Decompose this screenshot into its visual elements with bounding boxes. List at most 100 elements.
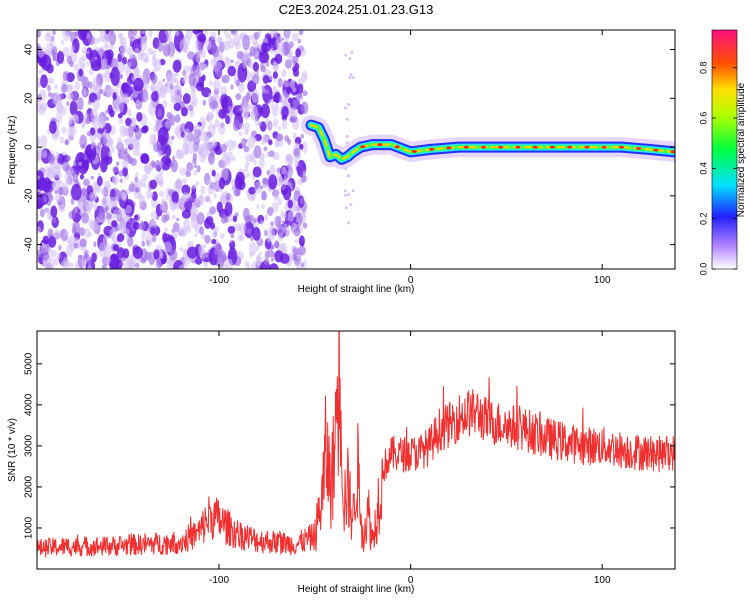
noise-speck (175, 71, 179, 77)
noise-speck (273, 118, 279, 128)
noise-speck (200, 185, 206, 195)
noise-speck (150, 210, 157, 220)
tone-peak (653, 148, 659, 152)
noise-speck (294, 155, 299, 163)
noise-speck (37, 177, 48, 191)
noise-speck (128, 183, 136, 193)
noise-speck (274, 240, 280, 249)
noise-speck (162, 78, 166, 82)
noise-speck (220, 213, 227, 224)
noise-speck (123, 209, 128, 215)
y-tick-label: -20 (24, 188, 35, 203)
noise-speck (244, 129, 249, 136)
noise-speck (233, 32, 241, 46)
noise-speck (181, 106, 188, 117)
noise-speck (225, 258, 233, 269)
noise-speck (289, 51, 293, 60)
tone-peak (549, 145, 555, 149)
noise-speck (49, 37, 54, 47)
noise-speck (199, 226, 205, 235)
noise-speck (300, 212, 306, 221)
noise-speck (199, 48, 207, 59)
noise-speck (141, 240, 145, 247)
noise-speck (218, 177, 226, 190)
noise-speck (111, 196, 118, 208)
noise-speck (112, 244, 120, 252)
noise-speck (83, 160, 89, 171)
noise-speck (183, 128, 191, 142)
noise-speck (236, 50, 244, 60)
noise-speck (67, 92, 74, 101)
noise-speck (155, 160, 161, 171)
noise-speck (270, 47, 274, 54)
noise-speck (209, 206, 216, 215)
noise-speck (256, 255, 260, 262)
noise-speck (62, 46, 70, 57)
noise-speck (122, 148, 128, 155)
noise-speck (216, 201, 223, 213)
spectrogram-content (37, 30, 675, 269)
noise-speck (88, 219, 96, 228)
noise-speck (134, 176, 139, 183)
noise-speck (238, 131, 243, 136)
noise-speck (212, 183, 218, 191)
noise-speck (162, 99, 168, 109)
noise-speck (295, 48, 301, 58)
noise-speck (297, 245, 306, 256)
noise-speck (112, 174, 119, 185)
noise-speck (56, 180, 65, 196)
noise-speck (220, 144, 228, 153)
noise-speck (268, 150, 275, 158)
noise-speck (194, 233, 198, 238)
noise-speck (205, 147, 210, 156)
noise-speck (291, 32, 299, 42)
noise-speck (344, 189, 347, 193)
figure-title: C2E3.2024.251.01.23.G13 (279, 2, 434, 17)
noise-speck (81, 123, 85, 129)
tone-peak (498, 145, 504, 149)
noise-speck (183, 218, 190, 231)
noise-speck (252, 166, 262, 178)
noise-speck (79, 174, 85, 180)
noise-speck (119, 42, 128, 55)
noise-speck (247, 192, 255, 202)
noise-speck (79, 134, 88, 149)
noise-speck (210, 148, 216, 158)
noise-speck (157, 41, 164, 52)
noise-speck (196, 212, 205, 225)
noise-speck (274, 53, 283, 64)
noise-speck (166, 259, 175, 269)
colorbar-tick-label: 0.2 (698, 212, 708, 225)
noise-speck (239, 122, 246, 130)
noise-field (37, 30, 355, 269)
snr-ylabel: SNR (10 * v/v) (7, 418, 18, 482)
noise-speck (69, 125, 77, 136)
noise-speck (149, 191, 154, 199)
noise-speck (202, 99, 207, 106)
noise-speck (192, 152, 197, 161)
noise-speck (230, 59, 234, 63)
noise-speck (349, 203, 353, 206)
noise-speck (224, 190, 228, 194)
noise-speck (127, 108, 132, 117)
noise-speck (153, 233, 157, 238)
noise-speck (155, 258, 162, 269)
noise-speck (351, 76, 355, 80)
noise-speck (57, 252, 61, 260)
noise-speck (345, 134, 349, 138)
y-tick-label: 1000 (24, 516, 35, 539)
noise-speck (96, 132, 102, 141)
noise-speck (58, 245, 62, 251)
noise-speck (40, 74, 48, 88)
noise-speck (143, 184, 147, 188)
noise-speck (117, 32, 122, 40)
noise-speck (48, 236, 57, 248)
noise-speck (105, 109, 109, 114)
noise-speck (74, 174, 79, 179)
noise-speck (193, 198, 198, 204)
noise-speck (242, 34, 251, 51)
noise-speck (134, 142, 141, 150)
noise-speck (166, 111, 173, 119)
noise-speck (287, 199, 293, 209)
noise-speck (116, 161, 120, 166)
